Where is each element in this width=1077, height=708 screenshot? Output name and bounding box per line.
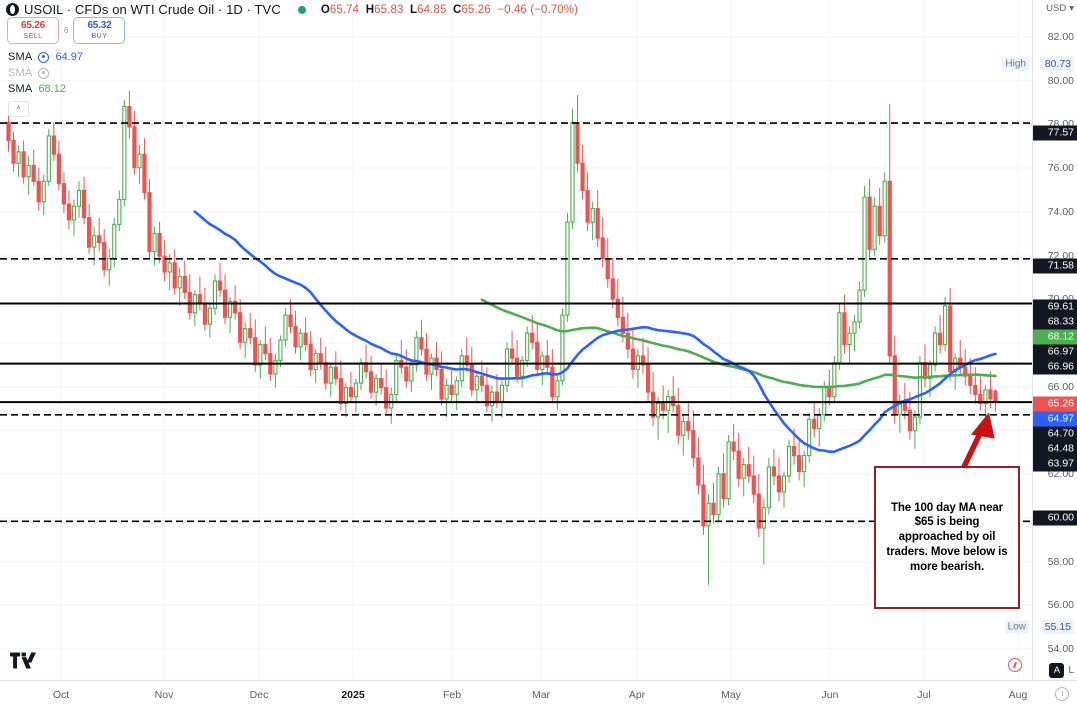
sell-price: 65.26 <box>20 20 46 31</box>
buy-price: 65.32 <box>87 20 112 31</box>
indicator-row-sma-3[interactable]: SMA 68.12 <box>8 81 83 97</box>
time-label: Mar <box>531 689 551 701</box>
indicator-settings-icon[interactable] <box>38 51 50 63</box>
price-tick: 66.00 <box>1047 381 1074 393</box>
indicator-name: SMA <box>8 51 33 63</box>
price-pill: 66.96 <box>1033 359 1077 375</box>
annotation-text: The 100 day MA near $65 is being approac… <box>886 501 1008 573</box>
indicator-value: 64.97 <box>55 51 83 63</box>
clock-icon[interactable] <box>1055 687 1069 701</box>
time-label: Aug <box>1008 689 1028 701</box>
price-pill: 71.58 <box>1033 258 1077 274</box>
time-label: May <box>721 689 741 701</box>
price-pill: 68.12 <box>1033 329 1077 345</box>
tradingview-logo-icon[interactable] <box>10 652 36 674</box>
candle-series <box>6 90 998 585</box>
price-tick: 54.00 <box>1047 643 1074 655</box>
price-tick: 82.00 <box>1047 31 1074 43</box>
price-pill: 63.97 <box>1033 456 1077 472</box>
high-tag: High <box>1002 57 1029 71</box>
price-tick: 58.00 <box>1047 556 1074 568</box>
buy-label: BUY <box>91 33 108 40</box>
time-label: Jul <box>917 689 931 701</box>
chevron-down-icon: ▾ <box>1069 3 1074 14</box>
price-tick: 80.00 <box>1047 75 1074 87</box>
indicator-row-sma-2[interactable]: SMA <box>8 65 83 81</box>
price-pill: 60.00 <box>1033 510 1077 526</box>
time-label: Oct <box>52 689 70 701</box>
sma-slow-line <box>480 298 997 389</box>
sell-label: SELL <box>23 33 43 40</box>
price-pill: 64.48 <box>1033 441 1077 457</box>
price-tick: 74.00 <box>1047 206 1074 218</box>
indicator-legend: SMA 64.97 SMA SMA 68.12 ^ <box>8 49 83 117</box>
buy-button[interactable]: 65.32 BUY <box>73 17 126 44</box>
indicator-value: 68.12 <box>38 83 66 95</box>
time-label: Apr <box>628 689 646 701</box>
horizontal-price-lines <box>0 122 1032 523</box>
time-label: Feb <box>442 689 462 701</box>
price-pill: 69.61 <box>1033 299 1077 315</box>
legend-collapse-button[interactable]: ^ <box>8 101 29 117</box>
indicator-name: SMA <box>8 83 33 95</box>
indicator-name: SMA <box>8 67 33 79</box>
price-scale-modes: A L <box>1049 663 1074 678</box>
price-scale[interactable]: USD ▾ 82.0080.0078.0076.0074.0072.0070.0… <box>1032 0 1077 680</box>
price-pill: 66.97 <box>1033 344 1077 360</box>
chevron-up-icon: ^ <box>16 104 21 114</box>
sell-button[interactable]: 65.26 SELL <box>7 17 59 44</box>
auto-scale-button[interactable]: A <box>1049 663 1065 678</box>
annotation-textbox[interactable]: The 100 day MA near $65 is being approac… <box>874 466 1020 609</box>
grid-lines <box>0 0 1032 680</box>
low-price-label: 55.15 <box>1041 620 1074 634</box>
indicator-row-sma-1[interactable]: SMA 64.97 <box>8 49 83 65</box>
high-price-label: 80.73 <box>1041 57 1074 71</box>
time-label: 2025 <box>341 689 365 701</box>
candlestick-chart <box>0 0 1032 680</box>
low-tag: Low <box>1004 620 1029 634</box>
trade-buttons: 65.26 SELL 6 65.32 BUY <box>7 17 126 44</box>
currency-label: USD <box>1046 3 1067 14</box>
currency-selector[interactable]: USD ▾ <box>1046 3 1074 14</box>
price-pill: 77.57 <box>1033 125 1077 141</box>
time-label: Jun <box>821 689 839 701</box>
price-pill: 68.33 <box>1033 314 1077 330</box>
time-label: Dec <box>249 689 269 701</box>
sma-fast-line <box>193 210 997 454</box>
time-label: Nov <box>154 689 174 701</box>
price-pill: 64.97 <box>1033 411 1077 427</box>
log-scale-button[interactable]: L <box>1068 665 1074 676</box>
price-tick: 76.00 <box>1047 162 1074 174</box>
time-scale[interactable]: Oct Nov Dec 2025 Feb Mar Apr May Jun Jul Aug <box>0 680 1077 708</box>
spread-value: 6 <box>64 26 69 35</box>
price-tick: 56.00 <box>1047 599 1074 611</box>
refresh-icon[interactable] <box>1008 658 1022 672</box>
indicator-hidden-icon[interactable] <box>38 67 50 79</box>
chart-plot-area[interactable] <box>0 0 1032 680</box>
price-pill: 64.70 <box>1033 426 1077 442</box>
price-pill: 65.26 <box>1033 396 1077 412</box>
